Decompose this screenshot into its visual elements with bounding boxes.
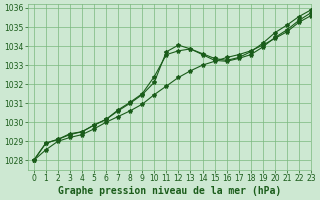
X-axis label: Graphe pression niveau de la mer (hPa): Graphe pression niveau de la mer (hPa) (58, 186, 281, 196)
